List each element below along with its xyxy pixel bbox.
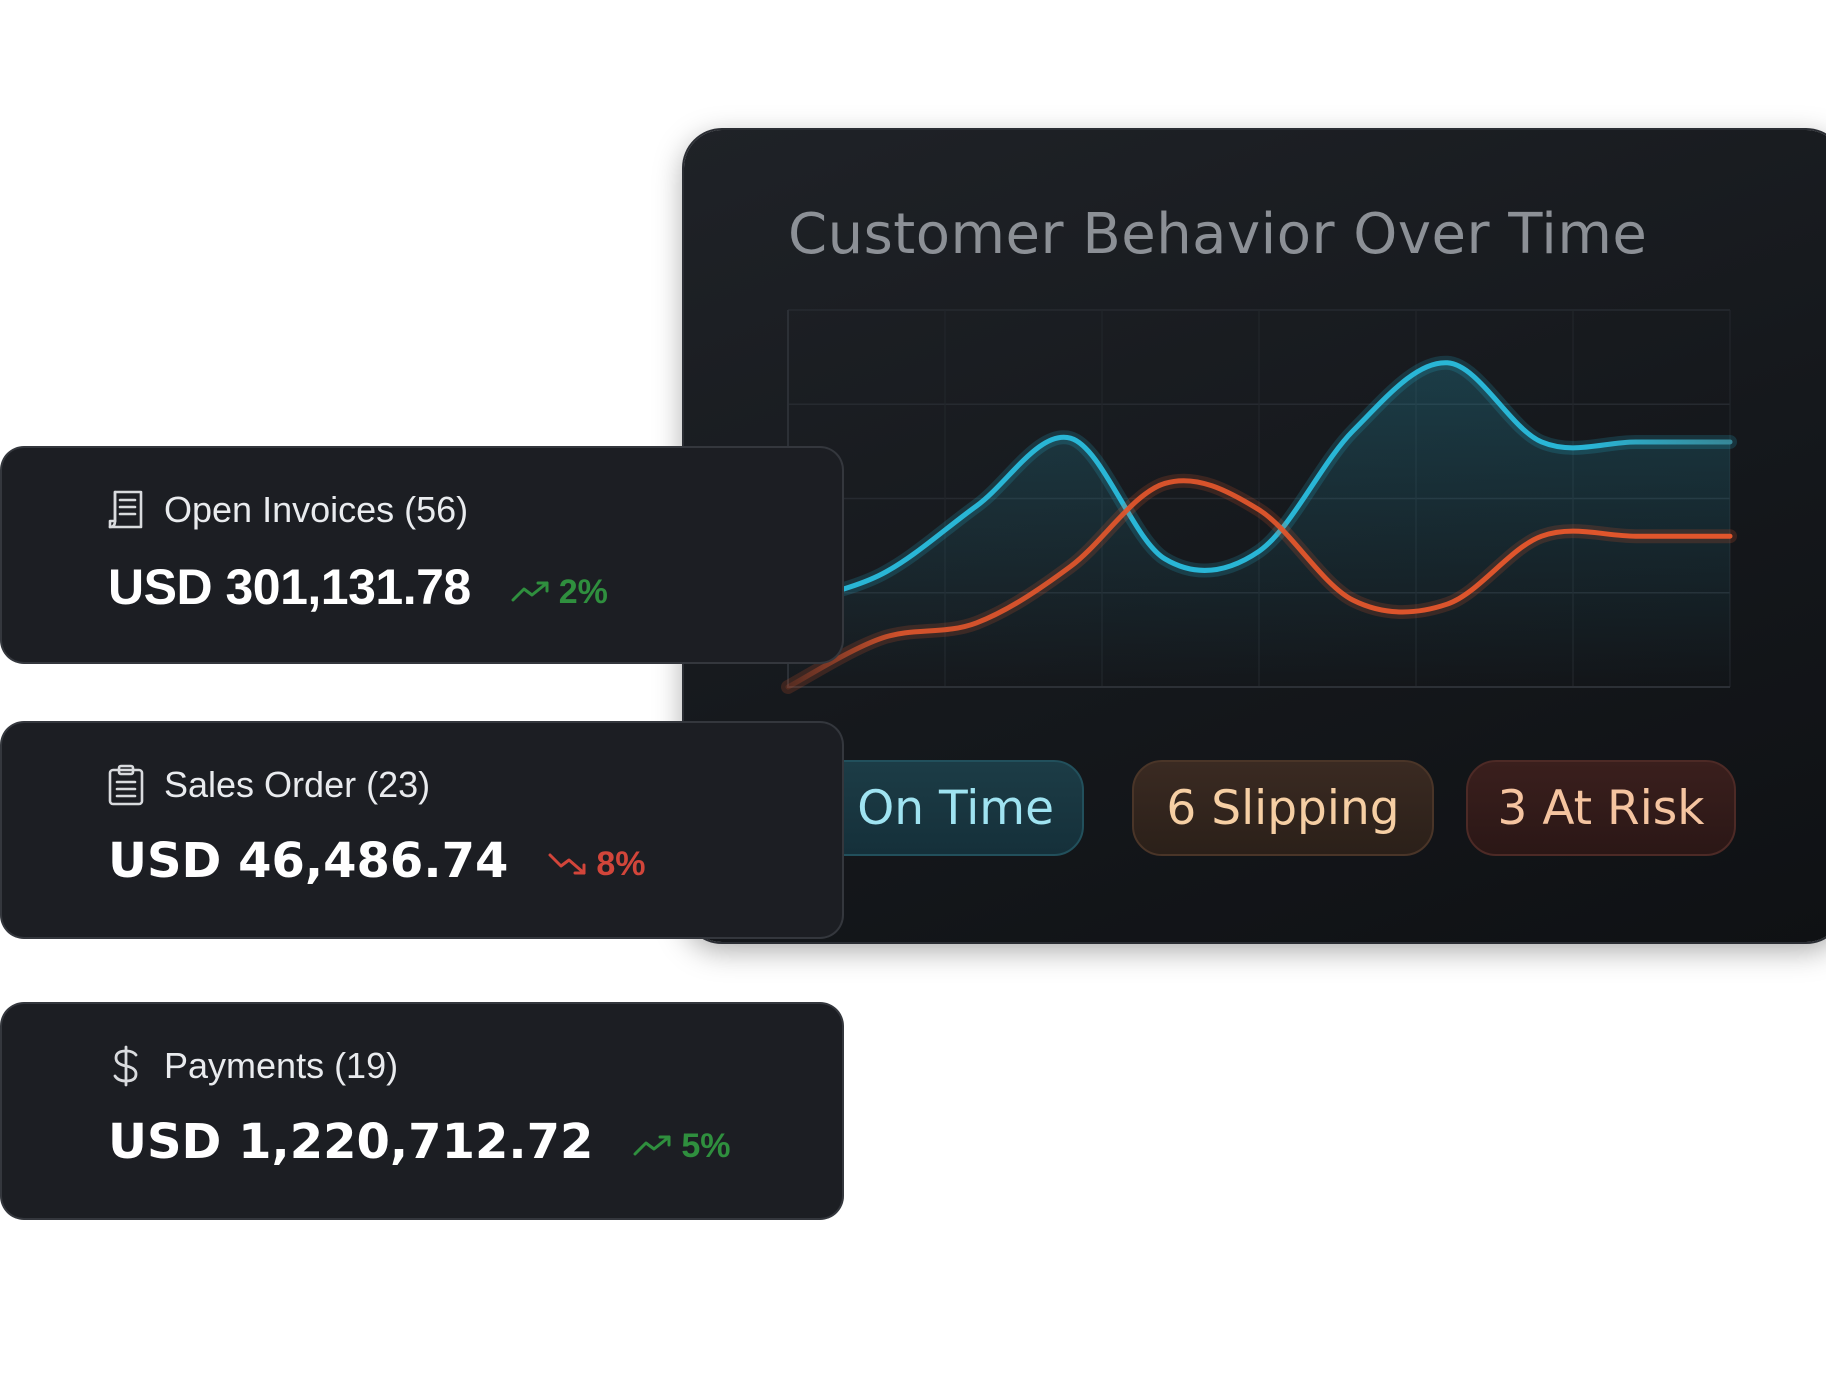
open-invoices-card[interactable]: Open Invoices (56) USD 301,131.78 2% — [2, 448, 842, 662]
trend-delta: 2% — [511, 573, 608, 612]
card-value-row: USD 46,486.74 8% — [108, 833, 646, 889]
trend-delta: 5% — [633, 1126, 731, 1166]
card-header: Payments (19) — [106, 1044, 398, 1088]
trend-up-icon — [511, 580, 551, 604]
receipt-icon — [106, 488, 146, 532]
line-chart — [781, 309, 1737, 694]
clipboard-icon — [106, 763, 146, 807]
delta-value: 2% — [558, 572, 608, 611]
chart-series — [781, 355, 1737, 694]
card-value-row: USD 1,220,712.72 5% — [108, 1114, 731, 1170]
at-risk-label: 3 At Risk — [1497, 780, 1705, 836]
card-title: Sales Order (23) — [164, 764, 431, 805]
chart-title: Customer Behavior Over Time — [788, 202, 1648, 267]
card-amount: USD 46,486.74 — [108, 833, 509, 889]
trend-down-icon — [548, 851, 588, 877]
card-value-row: USD 301,131.78 2% — [108, 558, 608, 616]
card-header: Open Invoices (56) — [106, 488, 468, 532]
card-title: Payments (19) — [164, 1045, 399, 1086]
on-time-label: 5 On Time — [812, 780, 1054, 836]
trend-delta: 8% — [548, 844, 646, 884]
card-header: Sales Order (23) — [106, 763, 430, 807]
slipping-badge[interactable]: 6 Slipping — [1132, 760, 1434, 856]
card-amount: USD 1,220,712.72 — [108, 1114, 594, 1170]
series-line-1 — [785, 360, 1733, 607]
slipping-label: 6 Slipping — [1166, 780, 1400, 836]
card-title: Open Invoices (56) — [164, 489, 469, 530]
dollar-icon — [106, 1044, 146, 1088]
delta-value: 5% — [681, 1126, 731, 1165]
chart-panel: Customer Behavior Over Time 5 On Time 6 … — [684, 130, 1826, 942]
series-line-2 — [785, 478, 1733, 690]
payments-card[interactable]: Payments (19) USD 1,220,712.72 5% — [2, 1004, 842, 1218]
card-amount: USD 301,131.78 — [108, 559, 471, 615]
delta-value: 8% — [596, 844, 646, 883]
trend-up-icon — [633, 1134, 673, 1158]
sales-order-card[interactable]: Sales Order (23) USD 46,486.74 8% — [2, 723, 842, 937]
at-risk-badge[interactable]: 3 At Risk — [1466, 760, 1736, 856]
series-area — [788, 362, 1730, 687]
